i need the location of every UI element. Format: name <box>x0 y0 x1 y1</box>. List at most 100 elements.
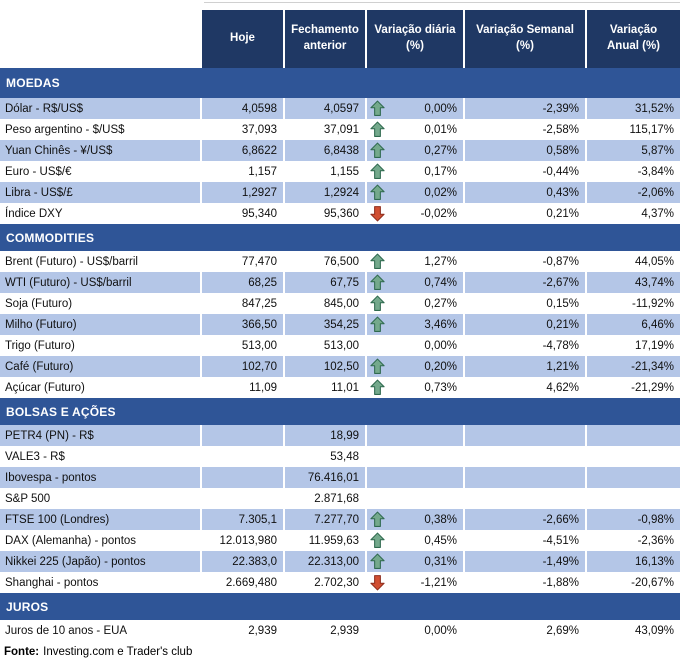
cell-variacao-anual: -21,29% <box>631 381 674 394</box>
col-header-fechamento-anterior: Fechamento anterior <box>285 10 365 68</box>
top-border-line <box>204 2 680 3</box>
row-label: Soja (Futuro) <box>5 297 73 310</box>
row-label: WTI (Futuro) - US$/barril <box>0 272 200 293</box>
up-arrow-icon <box>369 316 389 334</box>
cell-variacao-semanal: -4,78% <box>542 339 579 352</box>
cell-variacao-anual: 44,05% <box>634 255 674 268</box>
row-label: DAX (Alemanha) - pontos <box>5 534 137 547</box>
cell-variacao-diaria: 0,00% <box>367 620 463 641</box>
cell-hoje: 77,470 <box>241 255 277 268</box>
variacao-diaria-value: 0,38% <box>424 513 457 526</box>
up-arrow-icon <box>369 142 389 160</box>
cell-hoje <box>202 488 283 509</box>
cell-variacao-diaria: 3,46% <box>367 314 463 335</box>
table-row-indice-dxy: Índice DXY 95,340 95,360 -0,02% 0,21% 4,37% <box>0 203 680 224</box>
up-arrow-icon <box>369 379 389 397</box>
section-header-juros: JUROS <box>0 593 680 620</box>
down-arrow-icon <box>369 574 389 592</box>
cell-variacao-semanal <box>465 467 585 488</box>
cell-hoje: 12.013,980 <box>219 534 277 547</box>
cell-variacao-semanal <box>465 425 585 446</box>
cell-variacao-anual: -21,34% <box>587 356 680 377</box>
variacao-diaria-value: 0,27% <box>424 144 457 157</box>
row-label: VALE3 - R$ <box>5 450 65 463</box>
table-row-petr4-pn-r: PETR4 (PN) - R$ 18,99 <box>0 425 680 446</box>
table-row-cafe-futuro: Café (Futuro) 102,70 102,50 0,20% 1,21% -21,… <box>0 356 680 377</box>
cell-hoje: 37,093 <box>241 123 277 136</box>
no-arrow-placeholder <box>369 448 389 466</box>
header-spacer <box>0 10 200 68</box>
variacao-diaria-value: 3,46% <box>424 318 457 331</box>
table-row-nikkei-225-japao-pontos: Nikkei 225 (Japão) - pontos 22.383,0 22.31… <box>0 551 680 572</box>
cell-fechamento-anterior: 22.313,00 <box>285 551 365 572</box>
cell-variacao-anual: -20,67% <box>631 576 674 589</box>
cell-hoje <box>202 467 283 488</box>
variacao-diaria-value: 0,73% <box>424 381 457 394</box>
up-arrow-icon <box>369 553 389 571</box>
variacao-diaria-value: 0,27% <box>424 297 457 310</box>
cell-variacao-semanal: 0,43% <box>465 182 585 203</box>
cell-hoje: 1,157 <box>248 165 277 178</box>
cell-variacao-diaria <box>367 425 463 446</box>
cell-fechamento-anterior: 4,0597 <box>285 98 365 119</box>
cell-variacao-semanal: -1,49% <box>465 551 585 572</box>
cell-variacao-diaria: 0,73% <box>367 377 463 398</box>
cell-variacao-semanal: -1,88% <box>542 576 579 589</box>
table-row-dax-alemanha-pontos: DAX (Alemanha) - pontos 12.013,980 11.959,… <box>0 530 680 551</box>
variacao-diaria-value: 0,02% <box>424 186 457 199</box>
cell-variacao-diaria: 0,01% <box>367 119 463 140</box>
cell-variacao-anual: 43,09% <box>634 624 674 637</box>
table-row-ftse-100-londres: FTSE 100 (Londres) 7.305,1 7.277,70 0,38% -… <box>0 509 680 530</box>
table-row-dolar-r-us: Dólar - R$/US$ 4,0598 4,0597 0,00% -2,39% 31… <box>0 98 680 119</box>
cell-hoje <box>202 425 283 446</box>
row-label: Peso argentino - $/US$ <box>5 123 125 136</box>
col-header-variacao-diaria: Variação diária (%) <box>367 10 463 68</box>
cell-variacao-diaria: 0,17% <box>367 161 463 182</box>
cell-fechamento-anterior: 2,939 <box>330 624 359 637</box>
cell-variacao-diaria: 0,00% <box>367 335 463 356</box>
row-label: Shanghai - pontos <box>5 576 99 589</box>
cell-fechamento-anterior: 513,00 <box>323 339 359 352</box>
variacao-diaria-value: 0,00% <box>424 624 457 637</box>
variacao-diaria-value: 0,17% <box>424 165 457 178</box>
cell-variacao-anual <box>587 425 680 446</box>
cell-fechamento-anterior: 53,48 <box>330 450 359 463</box>
table-row-peso-argentino-us: Peso argentino - $/US$ 37,093 37,091 0,01%… <box>0 119 680 140</box>
cell-variacao-semanal: -4,51% <box>542 534 579 547</box>
cell-hoje <box>202 446 283 467</box>
table-row-vale3-r: VALE3 - R$ 53,48 <box>0 446 680 467</box>
up-arrow-icon <box>369 295 389 313</box>
cell-fechamento-anterior: 1,155 <box>330 165 359 178</box>
table-row-acucar-futuro: Açúcar (Futuro) 11,09 11,01 0,73% 4,62% -21,… <box>0 377 680 398</box>
cell-fechamento-anterior: 11.959,63 <box>308 534 359 547</box>
cell-fechamento-anterior: 6,8438 <box>285 140 365 161</box>
row-label: Trigo (Futuro) <box>5 339 75 352</box>
table-header-row: Hoje Fechamento anterior Variação diária… <box>0 10 680 68</box>
row-label: Nikkei 225 (Japão) - pontos <box>0 551 200 572</box>
cell-hoje: 6,8622 <box>202 140 283 161</box>
cell-hoje: 22.383,0 <box>202 551 283 572</box>
up-arrow-icon <box>369 511 389 529</box>
cell-fechamento-anterior: 102,50 <box>285 356 365 377</box>
col-header-hoje: Hoje <box>202 10 283 68</box>
cell-variacao-diaria: 1,27% <box>367 251 463 272</box>
cell-hoje: 68,25 <box>202 272 283 293</box>
cell-variacao-anual: -2,36% <box>637 534 674 547</box>
cell-hoje: 11,09 <box>249 381 277 394</box>
row-label: Libra - US$/£ <box>0 182 200 203</box>
table-row-wti-futuro-us-barril: WTI (Futuro) - US$/barril 68,25 67,75 0,74… <box>0 272 680 293</box>
cell-hoje: 2,939 <box>248 624 277 637</box>
cell-variacao-semanal: -2,58% <box>542 123 579 136</box>
cell-hoje: 95,340 <box>241 207 277 220</box>
cell-variacao-diaria: 0,45% <box>367 530 463 551</box>
cell-fechamento-anterior: 7.277,70 <box>285 509 365 530</box>
cell-variacao-diaria: 0,20% <box>367 356 463 377</box>
cell-variacao-anual <box>587 488 680 509</box>
table-row-juros-de-10-anos-eua: Juros de 10 anos - EUA 2,939 2,939 0,00% 2,6… <box>0 620 680 641</box>
variacao-diaria-value: -0,02% <box>420 207 457 220</box>
cell-variacao-semanal <box>465 488 585 509</box>
table-row-brent-futuro-us-barril: Brent (Futuro) - US$/barril 77,470 76,500 … <box>0 251 680 272</box>
source-note: Fonte: Investing.com e Trader's club <box>0 646 685 658</box>
cell-variacao-anual: 31,52% <box>587 98 680 119</box>
